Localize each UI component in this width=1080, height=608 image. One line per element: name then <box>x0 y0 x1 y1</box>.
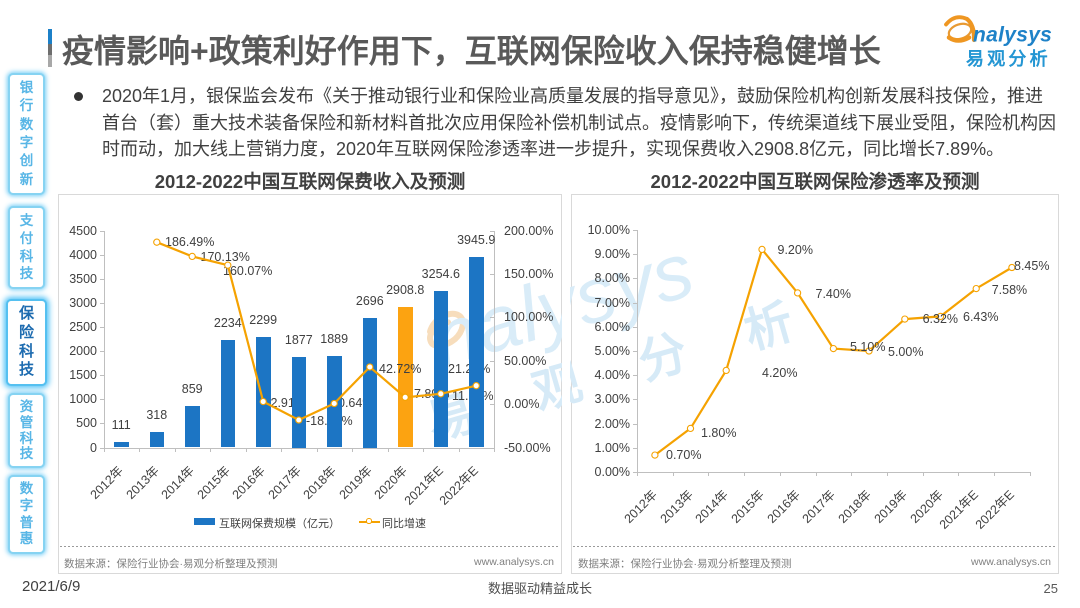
svg-text:易观分析: 易观分析 <box>966 48 1051 69</box>
svg-text:nalysys: nalysys <box>973 24 1052 47</box>
